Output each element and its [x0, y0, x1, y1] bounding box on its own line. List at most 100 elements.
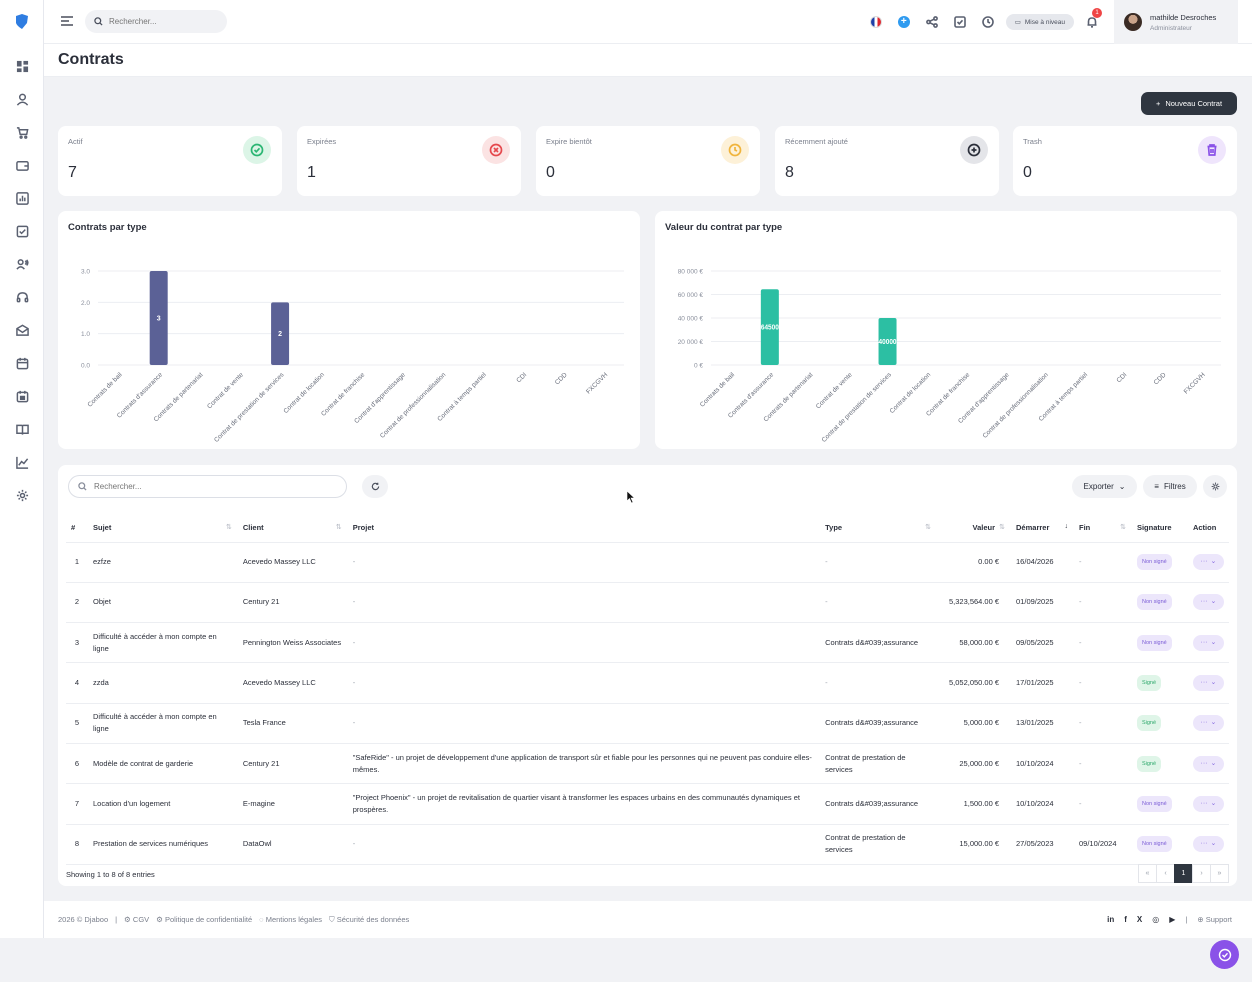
- cell-subject: ezfze: [87, 542, 238, 583]
- signature-badge: Signé: [1136, 755, 1162, 772]
- export-button[interactable]: Exporter ⌄: [1072, 475, 1137, 498]
- sidebar-item-contacts[interactable]: [0, 248, 44, 281]
- table-row[interactable]: 7 Location d'un logement E-magine "Project …: [66, 783, 1229, 825]
- sidebar-item-support[interactable]: [0, 281, 44, 314]
- contracts-table: # Sujet ⇅ Client ⇅ Projet Type ⇅ Valeur ⇅ Dé…: [66, 514, 1229, 865]
- page-1-button[interactable]: 1: [1174, 864, 1193, 883]
- chevron-down-icon: ⌄: [1210, 840, 1217, 848]
- column-header-client[interactable]: Client ⇅: [237, 514, 348, 543]
- sidebar-item-settings[interactable]: [0, 479, 44, 512]
- sidebar-item-docs[interactable]: [0, 413, 44, 446]
- sidebar-item-tasks[interactable]: [0, 215, 44, 248]
- row-action-button[interactable]: ··· ⌄: [1192, 715, 1224, 732]
- sidebar-item-wallet[interactable]: [0, 149, 44, 182]
- bar[interactable]: [149, 271, 168, 365]
- row-action-button[interactable]: ··· ⌄: [1192, 836, 1224, 853]
- instagram-icon[interactable]: ◎: [1152, 915, 1160, 924]
- sort-icon: ⇅: [335, 524, 342, 531]
- cell-type: -: [820, 662, 938, 704]
- cell-signature: Non signé: [1131, 824, 1188, 865]
- row-action-button[interactable]: ··· ⌄: [1192, 634, 1224, 651]
- quick-add-button[interactable]: +: [890, 0, 918, 44]
- footer-link-security[interactable]: ⛉ Sécurité des données: [329, 915, 410, 924]
- page-last-button[interactable]: »: [1210, 864, 1229, 883]
- stat-card-active[interactable]: Actif 7: [58, 126, 282, 196]
- wallet-icon: [15, 161, 29, 171]
- user-icon: [16, 93, 28, 106]
- sort-icon: ⇅: [925, 524, 932, 531]
- row-action-button[interactable]: ··· ⌄: [1192, 594, 1224, 611]
- menu-icon[interactable]: [60, 14, 74, 28]
- page-first-button[interactable]: «: [1138, 864, 1157, 883]
- column-header-start[interactable]: Démarrer ↓: [1011, 514, 1074, 543]
- row-number: 4: [66, 662, 88, 704]
- bar[interactable]: [878, 318, 897, 365]
- top-search-input[interactable]: [109, 17, 219, 26]
- tasks-button[interactable]: [946, 0, 974, 44]
- footer-link-privacy[interactable]: ⚙ Politique de confidentialité: [156, 915, 253, 924]
- cell-signature: Non signé: [1131, 622, 1188, 664]
- stat-label: Expirées: [307, 137, 337, 146]
- table-row[interactable]: 4 zzda Acevedo Massey LLC - -5,052,050.00 €1…: [66, 662, 1229, 704]
- cell-client: E-magine: [237, 783, 348, 825]
- language-button[interactable]: [862, 0, 890, 44]
- row-action-button[interactable]: ··· ⌄: [1192, 554, 1224, 571]
- table-row[interactable]: 6 Modèle de contrat de garderie Century 21…: [66, 743, 1229, 785]
- linkedin-icon[interactable]: in: [1107, 915, 1115, 924]
- chevron-down-icon: ⌄: [1210, 558, 1217, 566]
- chat-check-icon: [1218, 948, 1231, 961]
- sidebar-item-analytics[interactable]: [0, 446, 44, 479]
- sidebar-item-reports[interactable]: [0, 182, 44, 215]
- footer-link-legal[interactable]: ◌ Mentions légales: [259, 915, 322, 924]
- sidebar-item-cart[interactable]: [0, 116, 44, 149]
- logo-icon[interactable]: [14, 13, 30, 29]
- book-icon: [15, 424, 29, 435]
- sidebar-item-events[interactable]: [0, 380, 44, 413]
- user-menu[interactable]: mathilde Desroches Administrateur: [1114, 0, 1238, 44]
- sidebar-item-dashboard[interactable]: [0, 50, 44, 83]
- upgrade-button[interactable]: ▭ Mise à niveau: [1005, 14, 1074, 30]
- column-header-value[interactable]: Valeur ⇅: [937, 514, 1012, 543]
- stat-card-recently-added[interactable]: Récemment ajouté 8: [775, 126, 999, 196]
- filters-button[interactable]: ≡ Filtres: [1143, 475, 1197, 498]
- row-action-button[interactable]: ··· ⌄: [1192, 675, 1224, 692]
- table-row[interactable]: 5 Difficulté à accéder à mon compte en li…: [66, 703, 1229, 744]
- sidebar-item-calendar[interactable]: [0, 347, 44, 380]
- row-action-button[interactable]: ··· ⌄: [1192, 795, 1224, 812]
- history-button[interactable]: [974, 0, 1002, 44]
- column-header-type[interactable]: Type ⇅: [820, 514, 938, 543]
- table-row[interactable]: 8 Prestation de services numériques DataOw…: [66, 824, 1229, 865]
- stat-card-expired[interactable]: Expirées 1: [297, 126, 521, 196]
- page-prev-button[interactable]: ‹: [1156, 864, 1175, 883]
- chevron-down-icon: ⌄: [1210, 598, 1217, 606]
- footer-links: 2026 © Djaboo | ⚙ CGV ⚙ Politique de con…: [58, 915, 409, 925]
- column-header-end[interactable]: Fin ⇅: [1073, 514, 1132, 543]
- support-link[interactable]: ⊕ Support: [1197, 915, 1232, 924]
- x-icon[interactable]: X: [1136, 915, 1143, 924]
- chat-button[interactable]: [1210, 940, 1239, 969]
- new-contract-button[interactable]: + Nouveau Contrat: [1141, 92, 1237, 115]
- column-header-subject[interactable]: Sujet ⇅: [87, 514, 238, 543]
- chart-title: Contrats par type: [68, 222, 147, 233]
- row-number: 3: [66, 622, 88, 664]
- sidebar-item-users[interactable]: [0, 83, 44, 116]
- table-settings-button[interactable]: [1203, 475, 1227, 498]
- page-next-button[interactable]: ›: [1192, 864, 1211, 883]
- share-button[interactable]: [918, 0, 946, 44]
- youtube-icon[interactable]: ▶: [1169, 915, 1176, 924]
- stat-card-trash[interactable]: Trash 0: [1013, 126, 1237, 196]
- row-action-button[interactable]: ··· ⌄: [1192, 755, 1224, 772]
- table-row[interactable]: 2 Objet Century 21- -5,323,564.00 €01/09/20…: [66, 582, 1229, 624]
- bar[interactable]: [760, 289, 779, 365]
- table-row[interactable]: 1 ezfze Acevedo Massey LLC - -0.00 €16/04/20…: [66, 542, 1229, 583]
- sidebar-item-mail[interactable]: [0, 314, 44, 347]
- footer-link-cgv[interactable]: ⚙ CGV: [124, 915, 150, 924]
- stat-card-expiring-soon[interactable]: Expire bientôt 0: [536, 126, 760, 196]
- refresh-button[interactable]: [362, 475, 388, 498]
- cell-type: -: [820, 582, 938, 624]
- bar[interactable]: [271, 302, 290, 365]
- table-row[interactable]: 3 Difficulté à accéder à mon compte en li…: [66, 622, 1229, 664]
- notifications-button[interactable]: 1: [1078, 0, 1106, 44]
- facebook-icon[interactable]: f: [1124, 915, 1127, 924]
- table-search-input[interactable]: [94, 482, 324, 491]
